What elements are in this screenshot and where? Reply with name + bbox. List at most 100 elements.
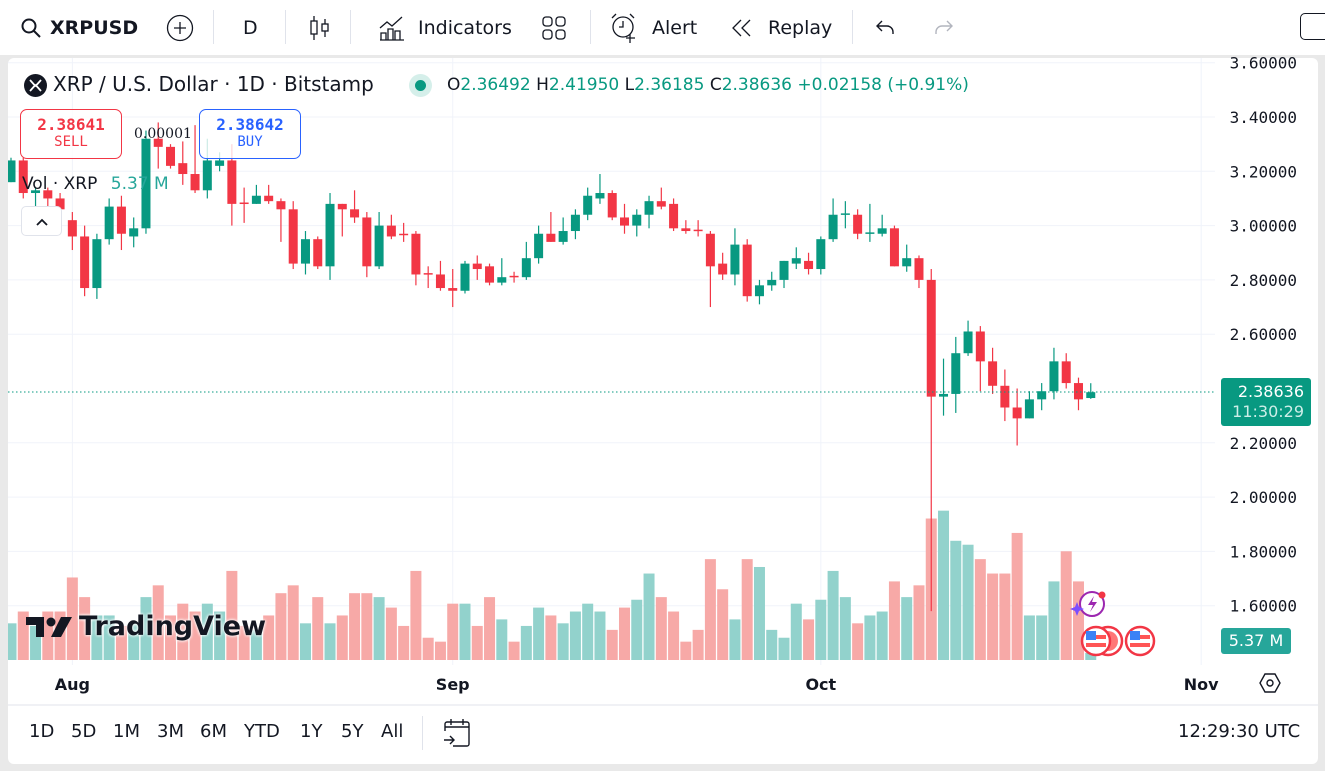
candle-body [1073, 383, 1083, 400]
divider [213, 10, 214, 44]
indicators-button[interactable]: Indicators [378, 0, 512, 55]
replay-button[interactable]: Replay [730, 0, 832, 55]
candle-body [67, 220, 77, 237]
interval-label: D [243, 16, 258, 39]
volume-bar [459, 603, 471, 660]
candle-body [889, 228, 899, 267]
undo-button[interactable] [874, 0, 898, 55]
alert-label: Alert [652, 16, 698, 39]
volume-bar [778, 637, 790, 660]
price-tick-label: 3.00000 [1230, 217, 1297, 236]
candle-body [620, 217, 629, 226]
candle-body [1061, 361, 1071, 384]
compare-symbol-button[interactable] [166, 0, 194, 55]
economic-event-us-icon[interactable] [1076, 625, 1126, 663]
candle-body [423, 273, 433, 275]
range-all[interactable]: All [381, 721, 404, 742]
volume-bar [66, 577, 78, 660]
spread-value: 0.00001 [134, 126, 192, 142]
candle-body [656, 201, 666, 207]
chevron-up-icon [35, 218, 48, 226]
buy-button[interactable]: 2.38642 BUY [199, 109, 301, 159]
volume-bar [434, 641, 446, 660]
layout-button[interactable] [1300, 13, 1325, 40]
range-ytd[interactable]: YTD [244, 721, 280, 742]
volume-bar [790, 603, 802, 660]
candle-body [43, 190, 53, 199]
candle-body [251, 195, 261, 204]
templates-button[interactable] [541, 0, 567, 55]
volume-legend[interactable]: Vol · XRP 5.37 M [22, 174, 169, 194]
time-tick-label: Nov [1184, 675, 1219, 694]
range-3m[interactable]: 3M [157, 721, 184, 742]
last-price-label: 2.38636 11:30:29 [1221, 378, 1311, 426]
range-5d[interactable]: 5D [71, 721, 97, 742]
close-value: 2.38636 [721, 75, 793, 95]
indicators-icon [379, 16, 404, 41]
symbol-search-button[interactable]: XRPUSD [20, 0, 138, 55]
candle-body [816, 239, 826, 270]
volume-bar [582, 603, 594, 660]
candle-body [104, 206, 114, 240]
candle-body [350, 209, 360, 218]
range-1y[interactable]: 1Y [300, 721, 323, 742]
volume-bar [1011, 532, 1023, 660]
plus-circle-icon [166, 14, 194, 41]
candle-body [521, 258, 531, 278]
range-5y[interactable]: 5Y [341, 721, 364, 742]
chart-type-button[interactable] [309, 0, 331, 55]
candle-body [988, 361, 998, 386]
volume-bar [827, 570, 839, 660]
candle-body [595, 193, 605, 199]
volume-bar [1036, 615, 1048, 660]
search-icon [21, 18, 41, 38]
collapse-legend-button[interactable] [21, 206, 62, 236]
candle-body [153, 138, 163, 147]
interval-button[interactable]: D [243, 0, 258, 55]
range-6m[interactable]: 6M [200, 721, 227, 742]
last-price-value: 2.38636 [1237, 382, 1304, 401]
volume-bar [471, 625, 483, 660]
sell-button[interactable]: 2.38641 SELL [20, 109, 122, 159]
volume-bar [753, 566, 765, 660]
volume-bar [876, 611, 888, 660]
time-axis[interactable]: Aug Sep Oct Nov [55, 675, 1219, 694]
candle-body [534, 233, 544, 259]
range-1d[interactable]: 1D [29, 721, 55, 742]
volume-bar [680, 641, 692, 660]
volume-legend-value: 5.37 M [110, 174, 169, 194]
volume-bar [299, 623, 311, 660]
volume-bar [42, 611, 54, 660]
time-tick-label: Oct [805, 675, 836, 694]
candle-body [914, 258, 924, 280]
volume-bar [987, 573, 999, 660]
candle-body [300, 239, 310, 264]
candle-body [1000, 385, 1010, 408]
candle-body [730, 244, 740, 275]
candle-body [705, 233, 715, 267]
divider [590, 10, 591, 44]
volume-legend-label: Vol · XRP [22, 174, 98, 194]
alert-button[interactable]: Alert [609, 0, 697, 55]
candle-body [939, 393, 949, 397]
market-status-icon[interactable] [409, 74, 432, 97]
ai-insight-icon[interactable] [1068, 588, 1110, 626]
candle-body [779, 260, 789, 280]
chart-title[interactable]: XRP / U.S. Dollar · 1D · Bitstamp [53, 72, 374, 96]
volume-bar [91, 615, 103, 660]
tradingview-watermark[interactable]: TradingView [25, 611, 266, 642]
volume-bar [373, 597, 385, 660]
clock-timezone[interactable]: 12:29:30 UTC [1178, 721, 1301, 742]
redo-button[interactable] [931, 0, 955, 55]
volume-bar [1023, 615, 1035, 660]
volume-bar [938, 510, 950, 660]
price-axis[interactable]: 3.60000 3.40000 3.20000 3.00000 2.80000 2.600… [1230, 54, 1297, 616]
volume-bar [852, 623, 864, 660]
volume-bar [643, 573, 655, 660]
volume-bar [250, 629, 262, 660]
chart-settings-button[interactable] [1258, 671, 1282, 699]
economic-event-us-icon[interactable] [1123, 625, 1157, 663]
volume-bar [569, 611, 581, 660]
range-1m[interactable]: 1M [113, 721, 140, 742]
go-to-date-button[interactable] [442, 718, 472, 752]
